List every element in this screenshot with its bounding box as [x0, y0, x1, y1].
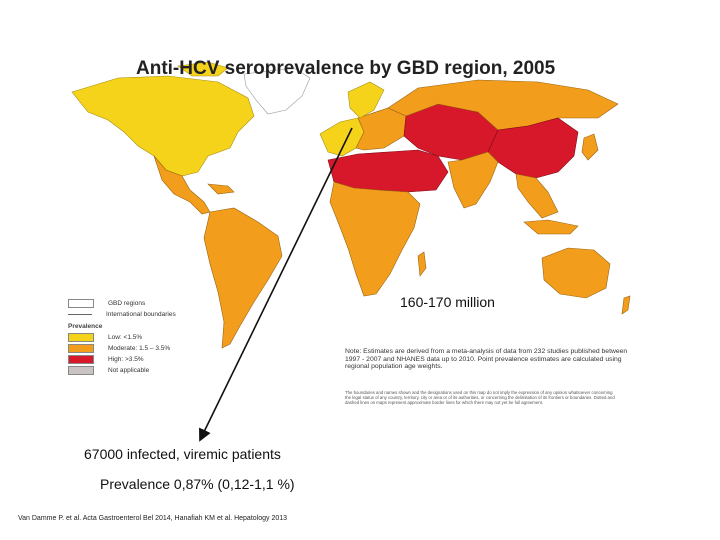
legend-swatch [68, 355, 94, 364]
arrow-line [199, 127, 353, 442]
region-northern-russia [387, 79, 619, 131]
legend-swatch [68, 344, 94, 353]
region-north-america [71, 75, 255, 177]
map-title: Anti-HCV seroprevalence by GBD region, 2… [136, 58, 556, 79]
region-caribbean [207, 183, 235, 195]
legend-label: Low: <1.5% [108, 334, 143, 341]
global-infected-annotation: 160-170 million [400, 294, 495, 310]
region-indonesia [523, 219, 579, 235]
legend-swatch [68, 333, 94, 342]
legend-heading: Prevalence [68, 323, 103, 330]
legend-gbd-regions: GBD regions [68, 298, 218, 309]
legend-label: GBD regions [108, 300, 146, 307]
region-japan [581, 133, 599, 161]
legend-line-swatch [68, 314, 92, 315]
legend-swatch [68, 299, 94, 308]
map-note: Note: Estimates are derived from a meta-… [345, 348, 628, 371]
region-south-asia [447, 151, 499, 209]
region-new-zealand [621, 295, 631, 315]
region-madagascar [417, 251, 427, 277]
region-southeast-asia [515, 173, 559, 219]
region-sub-saharan-africa [329, 181, 421, 297]
hcv-map-figure: Anti-HCV seroprevalence by GBD region, 2… [58, 52, 642, 412]
map-legend: GBD regions International boundaries Pre… [68, 298, 218, 376]
legend-item-moderate: Moderate: 1.5 – 3.5% [68, 343, 218, 354]
legend-label: International boundaries [106, 311, 176, 318]
region-australia [541, 247, 611, 299]
prevalence-annotation: Prevalence 0,87% (0,12-1,1 %) [100, 476, 295, 492]
citation: Van Damme P. et al. Acta Gastroenterol B… [18, 515, 288, 522]
region-greenland [243, 67, 311, 115]
world-map [71, 61, 631, 349]
region-south-america [203, 207, 283, 349]
region-scandinavia [347, 81, 385, 119]
legend-international-boundaries: International boundaries [68, 309, 218, 320]
legend-item-high: High: >3.5% [68, 354, 218, 365]
legend-label: Not applicable [108, 367, 150, 374]
legend-swatch [68, 366, 94, 375]
legend-label: Moderate: 1.5 – 3.5% [108, 345, 171, 352]
legend-item-low: Low: <1.5% [68, 332, 218, 343]
infected-patients-annotation: 67000 infected, viremic patients [84, 446, 281, 462]
region-arctic-islands [177, 61, 229, 77]
legend-label: High: >3.5% [108, 356, 144, 363]
legend-item-not-applicable: Not applicable [68, 365, 218, 376]
map-disclaimer: The boundaries and names shown and the d… [345, 390, 615, 406]
